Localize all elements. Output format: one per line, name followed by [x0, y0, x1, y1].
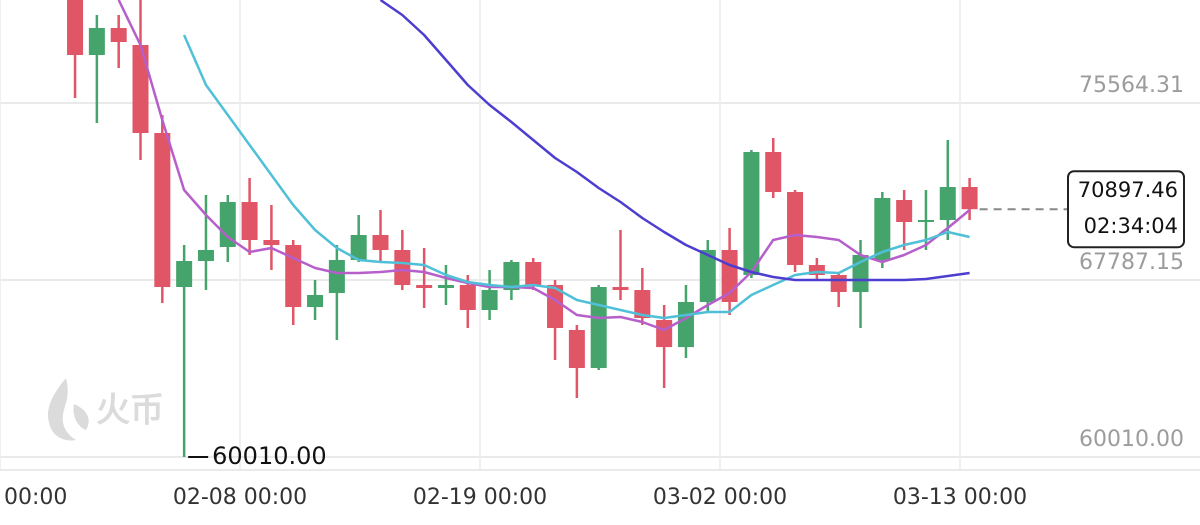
candle-body [459, 285, 476, 311]
ma-line [182, 34, 970, 320]
y-tick-label: 60010.00 [1079, 427, 1184, 452]
price-tag [1067, 170, 1185, 249]
candle-body [328, 260, 345, 294]
candle-body [241, 202, 258, 241]
candle-body [67, 0, 84, 56]
candle-body [416, 285, 433, 289]
candle-body [743, 152, 760, 275]
candle-body [350, 235, 367, 261]
countdown: 02:34:04 [1084, 214, 1178, 238]
candle-body [677, 302, 694, 348]
candle-body [132, 44, 149, 134]
watermark: 火币 [47, 378, 164, 441]
candle-body [481, 290, 498, 311]
y-tick-label: 67787.15 [1079, 250, 1184, 275]
candle-body [176, 261, 193, 288]
candle-body [787, 191, 804, 266]
candle-body [307, 295, 324, 308]
candle-body [525, 262, 542, 286]
candle-body [590, 287, 607, 369]
candle-body [874, 198, 891, 261]
x-tick-label: 02-19 00:00 [413, 485, 547, 510]
candle-body [808, 265, 825, 275]
candle-body [765, 152, 782, 192]
last-price: 70897.46 [1078, 178, 1178, 202]
candle-body [917, 220, 934, 223]
candle-body [896, 200, 913, 222]
candle-body [699, 249, 716, 303]
candle-body [634, 290, 651, 319]
candle-body [110, 27, 127, 43]
candle-body [154, 133, 171, 288]
candle-body [219, 202, 236, 248]
candle-body [568, 330, 585, 369]
candle-body [939, 187, 956, 221]
x-tick-label: 00:00 [4, 485, 67, 510]
x-tick-label: 03-02 00:00 [653, 485, 787, 510]
candle-body [372, 235, 389, 250]
y-tick-label: 75564.31 [1079, 73, 1184, 98]
candle-body [394, 249, 411, 286]
candle-body [503, 262, 520, 291]
x-tick-label: 03-13 00:00 [893, 485, 1027, 510]
x-tick-label: 02-08 00:00 [173, 485, 307, 510]
ma-line [117, 0, 971, 332]
plot-area [67, 0, 978, 458]
low-annotation: 60010.00 [212, 442, 327, 470]
watermark-text: 火币 [96, 391, 164, 431]
candle-body [612, 287, 629, 291]
watermark-logo [47, 378, 89, 441]
candle-body [437, 285, 454, 289]
candle-body [263, 240, 280, 246]
candle-body [830, 274, 847, 293]
candle-body [547, 285, 564, 329]
candle-body [961, 187, 978, 210]
candle-body [656, 320, 673, 348]
ma-line [379, 0, 970, 282]
candle-body [88, 27, 105, 56]
candle-body [197, 249, 214, 262]
